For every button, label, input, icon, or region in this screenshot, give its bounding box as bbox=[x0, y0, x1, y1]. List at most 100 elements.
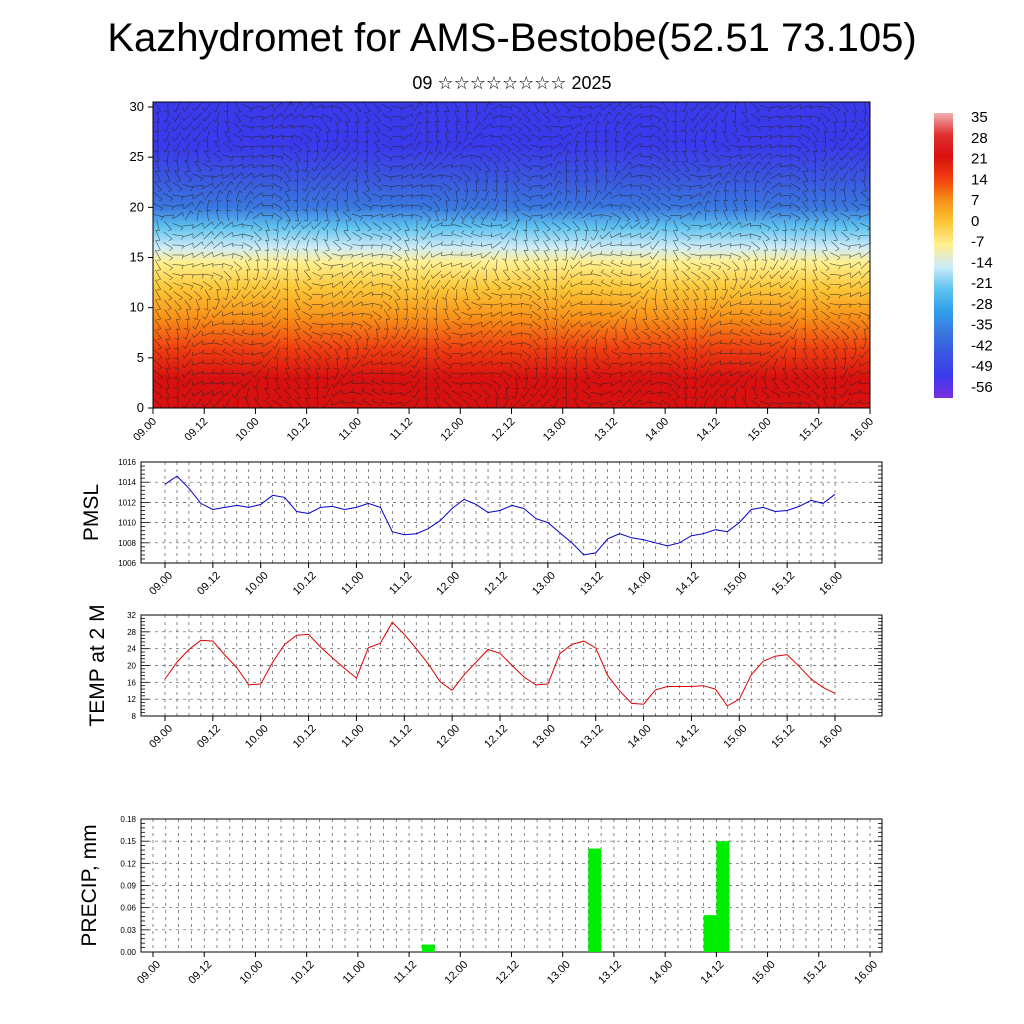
colorbar-scale bbox=[934, 113, 953, 398]
colorbar-label: 21 bbox=[971, 151, 988, 168]
x-tick-label: 12.12 bbox=[490, 416, 518, 444]
y-axis-title: PMSL bbox=[80, 484, 103, 541]
x-tick-label: 11.12 bbox=[387, 723, 414, 750]
x-tick-label: 12.00 bbox=[442, 959, 470, 987]
x-tick-label: 11.00 bbox=[337, 416, 364, 443]
x-tick-label: 12.00 bbox=[434, 723, 462, 751]
colorbar-label: -35 bbox=[971, 317, 993, 334]
y-tick-label: 0.15 bbox=[120, 837, 136, 846]
y-tick-label: 30 bbox=[130, 99, 144, 114]
colorbar-label: 35 bbox=[971, 109, 988, 126]
x-tick-label: 11.00 bbox=[341, 959, 368, 986]
y-tick-label: 1010 bbox=[118, 519, 136, 528]
temperature-field bbox=[153, 102, 870, 408]
x-tick-label: 11.12 bbox=[392, 959, 419, 986]
x-tick-label: 15.00 bbox=[721, 723, 749, 751]
x-tick-label: 13.00 bbox=[530, 723, 558, 751]
y-tick-label: 1006 bbox=[118, 559, 136, 568]
y-tick-label: 8 bbox=[132, 712, 137, 721]
y-tick-label: 0.00 bbox=[120, 948, 136, 957]
temp-2m-panel: 8 12 16 20 24 28 32 09.00 09.12 10.00 10.12 11.00 11… bbox=[86, 604, 883, 751]
y-tick-label: 15 bbox=[130, 250, 144, 265]
cross-section-panel: 0 5 10 15 20 25 30 09.00 09.12 10.00 10.12 11.00 11.… bbox=[130, 99, 877, 444]
y-tick-label: 0.09 bbox=[120, 882, 136, 891]
x-tick-label: 10.12 bbox=[291, 570, 319, 598]
x-tick-label: 14.12 bbox=[674, 723, 702, 751]
precip-bar bbox=[716, 841, 730, 952]
colorbar-label: -56 bbox=[971, 379, 993, 396]
x-tick-label: 15.00 bbox=[746, 416, 774, 444]
chart-subtitle: 09 ☆☆☆☆☆☆☆☆ 2025 bbox=[412, 73, 612, 93]
colorbar-label: 0 bbox=[971, 213, 979, 230]
x-tick-label: 15.12 bbox=[801, 959, 829, 987]
x-tick-label: 10.00 bbox=[243, 570, 271, 598]
x-tick-label: 15.00 bbox=[750, 959, 778, 987]
y-tick-label: 1008 bbox=[118, 539, 136, 548]
panel-frame bbox=[140, 461, 883, 564]
y-tick-label: 16 bbox=[127, 678, 136, 687]
wind-barbs bbox=[153, 102, 870, 408]
x-tick-label: 09.12 bbox=[195, 570, 223, 598]
y-tick-label: 24 bbox=[127, 645, 136, 654]
x-tick-label: 13.12 bbox=[592, 416, 620, 444]
y-tick-label: 12 bbox=[127, 695, 136, 704]
y-tick-label: 0.12 bbox=[120, 859, 136, 868]
pmsl-series-line bbox=[164, 475, 836, 556]
x-tick-label: 09.00 bbox=[147, 570, 175, 598]
colorbar-label: -49 bbox=[971, 358, 993, 375]
y-tick-label: 5 bbox=[137, 350, 144, 365]
x-tick-label: 12.12 bbox=[482, 723, 510, 751]
precip-panel: 0.00 0.03 0.06 0.09 0.12 0.15 0.18 09.00 09.12 10… bbox=[78, 815, 883, 987]
y-tick-label: 20 bbox=[130, 199, 144, 214]
colorbar-label: -21 bbox=[971, 275, 993, 292]
x-tick-label: 10.12 bbox=[289, 959, 317, 987]
x-tick-label: 14.12 bbox=[699, 959, 727, 987]
y-tick-label: 10 bbox=[130, 300, 144, 315]
grid bbox=[141, 818, 882, 953]
x-tick-label: 09.00 bbox=[131, 416, 159, 444]
y-tick-label: 1012 bbox=[118, 498, 136, 507]
y-tick-label: 20 bbox=[127, 662, 136, 671]
y-tick-label: 25 bbox=[130, 149, 144, 164]
y-tick-label: 28 bbox=[127, 628, 136, 637]
precip-bar bbox=[588, 848, 602, 952]
x-tick-label: 15.12 bbox=[797, 416, 825, 444]
x-tick-label: 13.00 bbox=[541, 416, 569, 444]
x-tick-label: 14.12 bbox=[695, 416, 723, 444]
x-tick-label: 14.00 bbox=[643, 416, 671, 444]
x-tick-label: 12.00 bbox=[434, 570, 462, 598]
x-tick-label: 14.12 bbox=[674, 570, 702, 598]
y-tick-label: 0.06 bbox=[120, 904, 136, 913]
x-tick-label: 13.12 bbox=[578, 723, 606, 751]
colorbar-label: -42 bbox=[971, 337, 993, 354]
x-tick-label: 11.12 bbox=[387, 570, 414, 597]
x-tick-label: 15.12 bbox=[769, 723, 797, 751]
colorbar-label: -14 bbox=[971, 254, 993, 271]
grid bbox=[141, 461, 882, 564]
x-tick-label: 13.00 bbox=[530, 570, 558, 598]
y-tick-label: 32 bbox=[127, 611, 136, 620]
x-tick-label: 11.12 bbox=[388, 416, 415, 443]
y-tick-label: 1014 bbox=[118, 478, 136, 487]
x-tick-label: 11.00 bbox=[339, 723, 366, 750]
x-tick-label: 13.12 bbox=[596, 959, 624, 987]
x-tick-label: 16.00 bbox=[848, 416, 876, 444]
y-tick-label: 0.18 bbox=[120, 815, 136, 824]
x-tick-label: 10.00 bbox=[234, 416, 262, 444]
x-tick-label: 15.00 bbox=[721, 570, 749, 598]
x-tick-label: 09.12 bbox=[182, 416, 210, 444]
colorbar-label: -7 bbox=[971, 234, 984, 251]
chart-title: Kazhydromet for AMS-Bestobe(52.51 73.105… bbox=[107, 16, 917, 60]
colorbar-label: 14 bbox=[971, 171, 988, 188]
precip-bar bbox=[703, 915, 717, 952]
colorbar: 35 28 21 14 7 0 -7 -14 -21 -28 -35 -42 -49 -56 bbox=[934, 109, 993, 398]
x-tick-label: 11.00 bbox=[339, 570, 366, 597]
colorbar-label: -28 bbox=[971, 296, 993, 313]
x-tick-label: 13.00 bbox=[545, 959, 573, 987]
colorbar-label: 28 bbox=[971, 130, 988, 147]
x-tick-label: 14.00 bbox=[626, 570, 654, 598]
x-tick-label: 09.00 bbox=[135, 959, 163, 987]
x-tick-label: 09.00 bbox=[147, 723, 175, 751]
y-axis-title: PRECIP, mm bbox=[78, 824, 101, 946]
x-tick-label: 09.12 bbox=[186, 959, 214, 987]
